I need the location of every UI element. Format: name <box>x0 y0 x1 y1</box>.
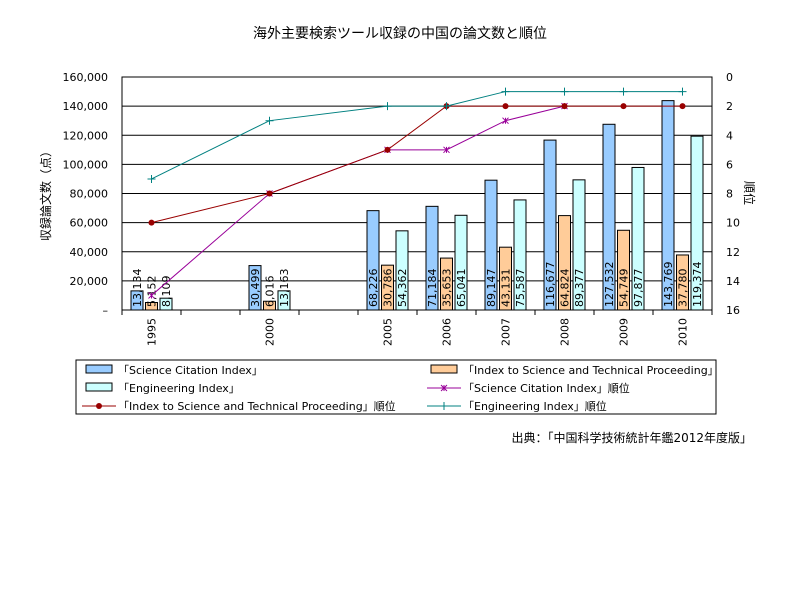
line-marker <box>148 219 155 226</box>
x-tick-label: 2009 <box>618 318 631 346</box>
rank-line <box>151 91 683 180</box>
bar-value-label: 54,362 <box>396 269 409 308</box>
bar-value-label: 71,184 <box>426 269 439 308</box>
x-tick-label: 2005 <box>382 318 395 346</box>
line-marker <box>147 174 156 183</box>
y-tick-label: 140,000 <box>63 100 109 113</box>
bar-value-label: 54,749 <box>618 269 631 308</box>
bar-value-label: 30,499 <box>249 269 262 308</box>
line-marker <box>443 146 450 154</box>
x-tick-label: 2008 <box>559 318 572 346</box>
source-note: 出典：「中国科学技術統計年鑑2012年度版」 <box>511 430 752 445</box>
y2-tick-label: 16 <box>726 304 740 317</box>
line-marker <box>148 292 155 299</box>
bar-value-label: 6,016 <box>264 276 277 308</box>
chart-title: 海外主要検索ツール収録の中国の論文数と順位 <box>253 25 547 42</box>
y-tick-label: 20,000 <box>70 275 109 288</box>
bar-value-label: 89,147 <box>485 269 498 308</box>
bar-value-label: 43,131 <box>500 269 513 308</box>
y2-tick-label: 14 <box>726 275 740 288</box>
legend-swatch <box>85 382 113 392</box>
legend-swatch <box>430 364 458 374</box>
bar-value-label: 65,041 <box>455 269 468 308</box>
y2-tick-label: 10 <box>726 217 740 230</box>
line-marker <box>561 103 568 110</box>
bar-value-label: 5,152 <box>146 276 159 308</box>
y-tick-label: – <box>103 304 109 317</box>
bar-value-label: 89,377 <box>573 269 586 308</box>
y2-tick-label: 2 <box>726 100 733 113</box>
legend-box <box>75 359 717 415</box>
y-tick-label: 120,000 <box>63 129 109 142</box>
line-marker <box>442 102 451 111</box>
bar-value-label: 64,824 <box>559 269 572 308</box>
line-marker <box>502 103 509 110</box>
legend-label: 「Index to Science and Technical Proceedi… <box>118 399 396 413</box>
line-marker <box>440 384 448 392</box>
line-marker <box>384 146 391 153</box>
line-marker <box>266 190 273 197</box>
y2-tick-label: 8 <box>726 188 733 201</box>
bar-value-label: 37,780 <box>677 269 690 308</box>
x-tick-label: 2006 <box>441 318 454 346</box>
line-marker <box>383 102 392 111</box>
legend: 「Science Citation Index」「Index to Scienc… <box>75 359 719 415</box>
y-tick-label: 80,000 <box>70 188 109 201</box>
legend-label: 「Engineering Index」順位 <box>463 399 607 413</box>
bar-value-label: 13,134 <box>131 269 144 308</box>
y-tick-label: 100,000 <box>63 158 109 171</box>
x-tick-label: 2010 <box>677 318 690 346</box>
legend-label: 「Science Citation Index」 <box>118 364 263 377</box>
line-marker <box>620 103 627 110</box>
legend-label: 「Science Citation Index」順位 <box>463 381 630 395</box>
line-marker <box>501 87 510 96</box>
bar-value-label: 8,109 <box>160 276 173 308</box>
bar-value-label: 35,653 <box>441 269 454 308</box>
bar-value-label: 127,532 <box>603 262 616 308</box>
line-marker <box>96 403 102 409</box>
bar-value-label: 119,374 <box>691 262 704 308</box>
y-tick-label: 160,000 <box>63 71 109 84</box>
line-marker <box>679 103 686 110</box>
legend-label: 「Engineering Index」 <box>118 382 240 395</box>
x-tick-label: 1995 <box>146 318 159 346</box>
y-axis-label: 収録論文数（点） <box>38 145 53 241</box>
y-tick-label: 60,000 <box>70 217 109 230</box>
legend-label: 「Index to Science and Technical Proceedi… <box>463 364 719 377</box>
line-marker <box>502 117 509 125</box>
rank-line <box>151 105 683 224</box>
bar-value-label: 143,769 <box>662 262 675 308</box>
y2-axis-label: 順位 <box>742 181 757 205</box>
bar-value-label: 30,786 <box>382 269 395 308</box>
x-tick-label: 2000 <box>264 318 277 346</box>
line-marker <box>440 402 448 410</box>
y-tick-label: 40,000 <box>70 246 109 259</box>
bar-value-label: 68,226 <box>367 269 380 308</box>
y2-tick-label: 6 <box>726 158 733 171</box>
y2-tick-label: 0 <box>726 71 733 84</box>
bar-value-label: 75,587 <box>514 269 527 308</box>
line-marker <box>560 87 569 96</box>
x-tick-label: 2007 <box>500 318 513 346</box>
line-marker <box>265 116 274 125</box>
y2-tick-label: 12 <box>726 246 740 259</box>
line-marker <box>619 87 628 96</box>
bar-value-label: 116,677 <box>544 262 557 308</box>
bar-value-label: 97,877 <box>632 269 645 308</box>
y2-tick-label: 4 <box>726 129 733 142</box>
line-marker <box>678 87 687 96</box>
legend-swatch <box>85 364 113 374</box>
bar-value-label: 13,163 <box>278 269 291 308</box>
rank-line <box>151 105 565 296</box>
